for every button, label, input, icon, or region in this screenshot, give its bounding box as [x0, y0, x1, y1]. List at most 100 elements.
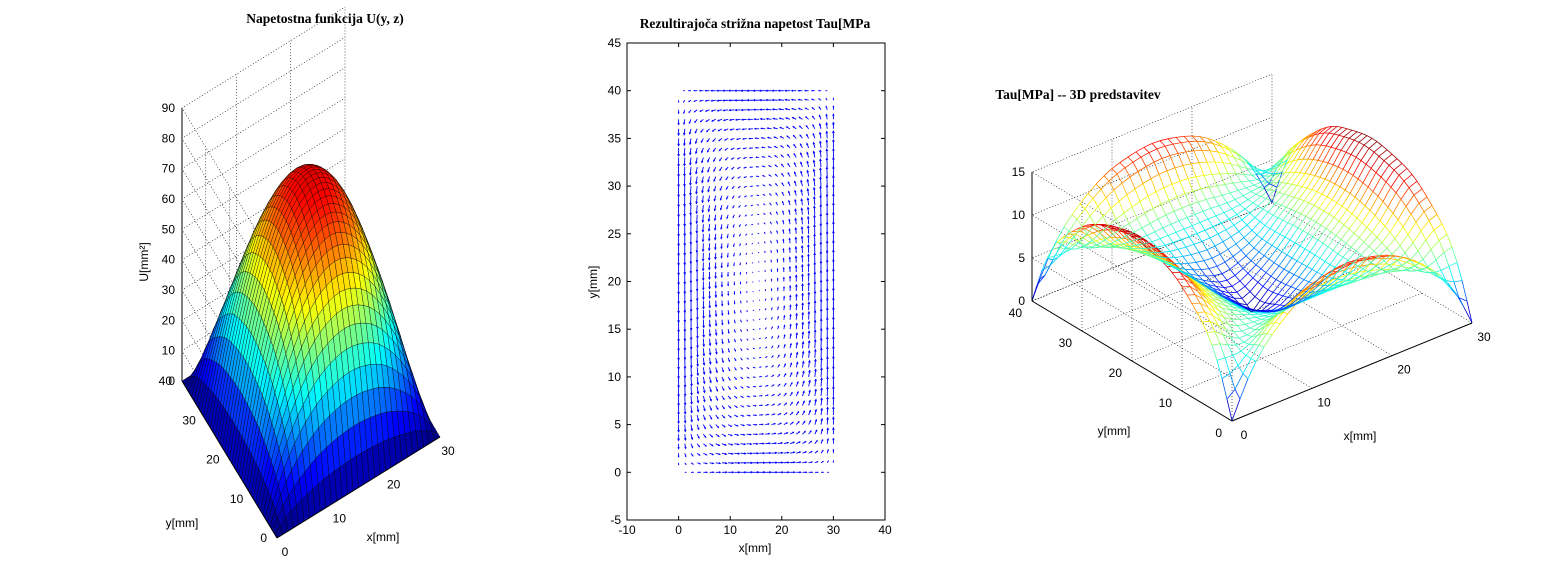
plot3-mesh-line [1233, 224, 1240, 232]
plot2-arrowhead [748, 414, 751, 417]
plot2-arrowhead [767, 155, 770, 158]
plot2-arrowhead [709, 408, 712, 411]
plot2-arrowhead [795, 303, 798, 307]
plot2-arrow [696, 367, 699, 376]
plot1-z-tick-label: 80 [162, 131, 176, 145]
plot2-arrowhead [805, 461, 808, 464]
plot3-mesh-line [1243, 341, 1250, 345]
plot2-arrowhead [699, 120, 702, 123]
plot3-mesh-line [1314, 292, 1324, 297]
plot3-mesh-line [1247, 361, 1257, 379]
plot2-arrowhead [733, 264, 735, 267]
plot3-mesh-line [1216, 357, 1226, 361]
plot3-mesh-line [1257, 319, 1267, 325]
plot3-mesh-line [1327, 287, 1337, 292]
plot3-mesh-line [1348, 280, 1358, 285]
plot3-mesh-line [1279, 172, 1286, 175]
plot3-mesh-line [1139, 201, 1146, 214]
plot3-mesh-line [1207, 218, 1214, 227]
plot2-arrowhead [690, 392, 693, 396]
plot2-arrowhead [732, 226, 735, 229]
plot3-mesh-line [1271, 310, 1281, 314]
plot2-arrowhead [820, 367, 823, 371]
plot3-mesh-line [1240, 249, 1247, 257]
plot2-arrowhead [729, 415, 732, 418]
plot2-arrowhead [744, 195, 746, 198]
plot2-arrow [702, 224, 704, 232]
plot3-mesh-line [1332, 164, 1339, 168]
plot2-arrowhead [811, 471, 814, 474]
plot2-arrowhead [690, 365, 693, 369]
plot2-arrowhead [791, 107, 794, 110]
plot2-arrowhead [740, 340, 743, 342]
plot3-mesh-line [1311, 282, 1321, 290]
plot2-arrowhead [807, 301, 811, 305]
plot3-mesh-line [1339, 186, 1346, 191]
plot2-arrowhead [827, 448, 829, 452]
plot3-mesh-line [1374, 215, 1381, 222]
plot2-arrowhead [714, 323, 718, 327]
plot2-arrowhead [738, 196, 740, 199]
plot3-mesh-line [1159, 238, 1166, 246]
plot3-mesh-line [1363, 241, 1370, 247]
plot2-arrowhead [696, 382, 700, 386]
plot2-arrowhead [701, 249, 705, 253]
plot2-arrowhead [778, 383, 781, 386]
plot3-mesh-line [1365, 163, 1372, 169]
plot2-arrow [808, 370, 811, 377]
plot3-mesh-line [1180, 142, 1187, 153]
plot2-arrowhead [778, 373, 781, 376]
plot3-mesh-line [1294, 171, 1301, 174]
plot3-mesh-line [1351, 276, 1361, 282]
plot3-mesh-line [1142, 183, 1149, 197]
plot2-arrowhead [775, 461, 778, 464]
plot3-mesh-line [1265, 272, 1272, 277]
plot3-mesh-line [1330, 231, 1337, 236]
plot2-arrow [808, 380, 811, 387]
plot2-arrowhead [789, 294, 792, 298]
plot3-mesh-line [1179, 263, 1186, 270]
plot3-mesh-line [1239, 378, 1249, 400]
plot3-mesh-line [1253, 333, 1263, 345]
plot3-mesh-line [1199, 302, 1209, 308]
plot2-arrowhead [812, 168, 816, 172]
plot3-mesh-line [1221, 378, 1228, 400]
plot3-mesh-line [1378, 155, 1385, 162]
plot2-arrowhead [747, 339, 749, 341]
plot2-arrowhead [780, 442, 784, 445]
plot2-arrowhead [742, 405, 745, 408]
plot2-arrowhead [683, 411, 687, 415]
plot2-arrowhead [737, 167, 739, 169]
plot3-mesh-line [1336, 202, 1343, 207]
plot3-mesh-line [1140, 248, 1147, 253]
plot3-mesh-line [1055, 241, 1062, 245]
plot2-arrowhead [716, 109, 720, 112]
plot3-mesh-line [1295, 211, 1302, 215]
plot2-arrowhead [766, 127, 769, 130]
plot3-mesh-line [1379, 220, 1386, 227]
plot2-arrowhead [786, 451, 790, 454]
plot3-mesh-line [1085, 242, 1092, 246]
plot3-mesh-line [1236, 291, 1243, 299]
plot2-arrowhead [756, 452, 760, 455]
plot2-arrowhead [798, 125, 801, 128]
plot3-mesh-line [1300, 146, 1307, 149]
plot2-arrowhead [719, 178, 722, 182]
plot2-arrowhead [802, 380, 805, 384]
plot2-arrowhead [773, 413, 776, 416]
plot3-mesh-line [1383, 260, 1390, 266]
plot2-arrowhead [779, 393, 781, 396]
plot2-arrowhead [677, 385, 680, 389]
plot1-xlabel: x[mm] [367, 530, 400, 544]
plot2-arrowhead [708, 267, 711, 271]
plot3-mesh-line [1113, 189, 1120, 202]
plot2-arrow [702, 376, 705, 384]
plot2-arrowhead [714, 295, 718, 299]
plot2-arrowhead [677, 224, 680, 228]
plot3-mesh-line [1328, 213, 1335, 218]
plot3-mesh-line [1235, 173, 1242, 183]
plot3-mesh-line [1164, 145, 1171, 156]
plot3-mesh-line [1266, 332, 1273, 336]
plot2-arrowhead [727, 341, 730, 344]
